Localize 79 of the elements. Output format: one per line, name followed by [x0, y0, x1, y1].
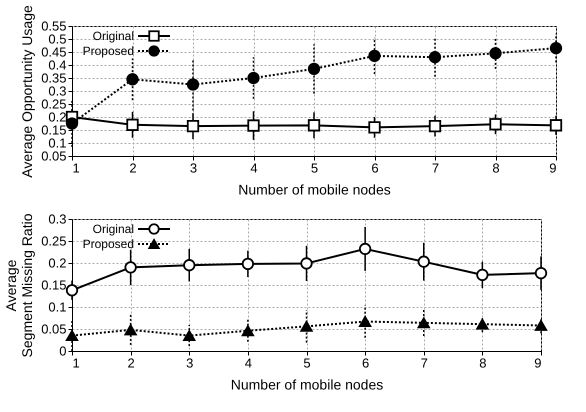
y-tick-label: 0.15 [41, 122, 66, 138]
point [418, 317, 430, 328]
point [242, 325, 254, 336]
point [186, 78, 200, 91]
point [300, 257, 313, 270]
point [247, 72, 260, 84]
point [308, 62, 320, 76]
y-tick-label: 0.35 [41, 70, 66, 86]
y-tick-label: 0.3 [48, 84, 66, 98]
y-tick-label: 0.2 [48, 256, 66, 270]
y-tick-label: 0.15 [41, 278, 66, 292]
y-tick-label: 0.25 [41, 234, 66, 248]
point [183, 330, 196, 342]
x-tick-label: 4 [250, 160, 258, 176]
point [476, 268, 489, 282]
point [489, 118, 502, 130]
y-tick-label: 0.55 [41, 18, 66, 34]
x-tick-label: 2 [128, 356, 135, 370]
point [550, 42, 562, 54]
y-axis-title: Average Segment Missing Ratio [3, 213, 36, 358]
point [66, 284, 78, 296]
x-axis-title: Number of mobile nodes [230, 376, 384, 392]
point [308, 119, 320, 132]
point [66, 330, 78, 342]
point [247, 119, 260, 132]
y-tick-label: 0.5 [48, 32, 66, 46]
point [534, 320, 548, 331]
x-tick-label: 9 [549, 160, 556, 176]
x-tick-label: 6 [362, 356, 370, 370]
x-tick-label: 3 [186, 356, 194, 370]
x-tick-label: 9 [534, 356, 542, 370]
point [358, 242, 372, 256]
point [534, 266, 548, 280]
point [126, 118, 139, 131]
legend-label: Original [92, 29, 134, 43]
point [300, 320, 313, 332]
y-tick-label: 0.1 [48, 136, 66, 150]
x-tick-label: 7 [432, 160, 440, 176]
point [124, 324, 137, 336]
point [489, 47, 502, 60]
point [124, 261, 137, 274]
x-tick-label: 4 [244, 356, 252, 370]
y-tick-label: 0.2 [48, 110, 66, 124]
x-tick-label: 5 [310, 160, 318, 176]
x-tick-label: 1 [72, 356, 80, 370]
legend-label: Proposed [82, 44, 134, 58]
x-tick-label: 8 [479, 356, 486, 370]
legend-label: Original [92, 222, 134, 236]
y-tick-label: 0.25 [41, 96, 66, 112]
x-axis-title: Number of mobile nodes [238, 182, 391, 198]
x-tick-label: 1 [72, 160, 80, 176]
point [428, 51, 442, 64]
y-tick-label: 0.4 [48, 58, 66, 72]
point [368, 121, 381, 134]
y-tick-label: 0 [59, 344, 66, 358]
point [66, 117, 78, 130]
point [476, 318, 489, 330]
x-tick-label: 3 [190, 160, 198, 176]
y-tick-label: 0.45 [41, 44, 66, 60]
point [550, 119, 562, 132]
point [186, 120, 200, 132]
x-tick-label: 2 [129, 160, 137, 176]
y-tick-label: 0.05 [41, 322, 66, 336]
y-tick-label: 0.3 [48, 212, 66, 226]
x-tick-label: 7 [420, 356, 428, 370]
x-tick-label: 6 [371, 160, 379, 176]
x-tick-label: 5 [303, 356, 311, 370]
y-tick-label: 0.05 [41, 148, 66, 164]
legend-label: Proposed [82, 237, 134, 251]
point [358, 316, 372, 327]
x-tick-label: 8 [492, 160, 500, 176]
point [368, 50, 381, 62]
point [126, 73, 139, 86]
y-tick-label: 0.1 [48, 300, 66, 314]
point [183, 259, 196, 272]
point [418, 256, 430, 268]
point [242, 258, 254, 270]
y-axis-title: Average Opportunity Usage [19, 5, 36, 178]
point [428, 120, 442, 132]
